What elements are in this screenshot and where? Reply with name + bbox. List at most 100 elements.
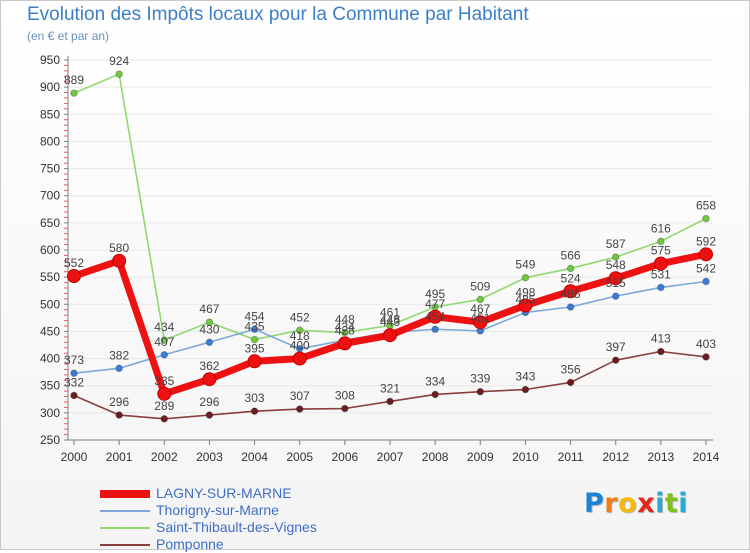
data-label-pomponne-2013: 413: [651, 332, 671, 346]
chart-title: Evolution des Impôts locaux pour la Comm…: [27, 4, 529, 25]
data-label-lagny-sur-marne-2006: 428: [335, 323, 355, 337]
data-point-lagny-sur-marne-2004: [247, 354, 262, 369]
data-label-thorigny-sur-marne-2006: 434: [335, 320, 355, 334]
data-label-lagny-sur-marne-2000: 552: [64, 256, 84, 270]
x-tick-label-2001: 2001: [106, 450, 133, 464]
data-label-pomponne-2006: 308: [335, 389, 355, 403]
data-point-thorigny-sur-marne-2002: [160, 350, 169, 359]
data-point-saint-thibault-des-vignes-2006: [341, 328, 349, 337]
data-label-saint-thibault-des-vignes-2013: 616: [651, 221, 671, 235]
data-point-lagny-sur-marne-2002: [157, 386, 172, 401]
data-label-thorigny-sur-marne-2013: 531: [651, 267, 671, 281]
data-label-thorigny-sur-marne-2000: 373: [64, 353, 84, 367]
x-tick-label-2005: 2005: [286, 450, 313, 464]
data-point-pomponne-2003: [205, 411, 214, 419]
data-label-saint-thibault-des-vignes-2000: 889: [64, 73, 84, 87]
data-label-thorigny-sur-marne-2002: 407: [154, 335, 174, 349]
data-label-lagny-sur-marne-2005: 400: [290, 339, 310, 353]
x-tick-label-2013: 2013: [648, 450, 675, 464]
data-point-lagny-sur-marne-2008: [428, 309, 443, 324]
data-point-saint-thibault-des-vignes-2004: [250, 335, 259, 344]
data-label-saint-thibault-des-vignes-2001: 924: [109, 54, 129, 68]
x-tick-label-2008: 2008: [422, 450, 449, 464]
y-tick-label-750: 750: [40, 162, 60, 176]
data-label-lagny-sur-marne-2007: 443: [380, 315, 400, 329]
data-label-saint-thibault-des-vignes-2009: 509: [470, 279, 490, 293]
logo-letter: x: [637, 488, 656, 519]
data-label-lagny-sur-marne-2013: 575: [651, 244, 671, 258]
data-label-pomponne-2010: 343: [515, 370, 535, 384]
legend-swatch-saint-thibault: [100, 526, 150, 529]
data-point-saint-thibault-des-vignes-2001: [115, 70, 123, 78]
data-label-pomponne-2012: 397: [606, 340, 626, 354]
data-label-pomponne-2005: 307: [290, 389, 310, 403]
data-point-saint-thibault-des-vignes-2010: [521, 273, 530, 282]
data-label-pomponne-2001: 296: [109, 395, 129, 409]
y-tick-label-400: 400: [40, 352, 60, 366]
data-point-pomponne-2012: [611, 356, 620, 365]
data-label-lagny-sur-marne-2012: 548: [606, 258, 626, 272]
legend-swatch-pomponne: [100, 543, 150, 546]
x-tick-label-2004: 2004: [241, 450, 268, 464]
y-tick-label-450: 450: [40, 324, 60, 338]
data-point-thorigny-sur-marne-2012: [611, 292, 620, 300]
data-label-thorigny-sur-marne-2014: 542: [696, 261, 716, 275]
proxiti-logo: Proxiti: [584, 488, 688, 519]
data-label-saint-thibault-des-vignes-2007: 461: [380, 305, 400, 319]
data-point-lagny-sur-marne-2013: [653, 256, 668, 271]
data-point-pomponne-2013: [657, 347, 665, 356]
legend-label-thorigny: Thorigny-sur-Marne: [156, 502, 279, 518]
data-point-saint-thibault-des-vignes-2000: [70, 89, 78, 97]
data-label-saint-thibault-des-vignes-2014: 658: [696, 199, 716, 213]
data-label-thorigny-sur-marne-2009: 451: [470, 311, 490, 325]
y-tick-label-900: 900: [40, 80, 60, 94]
data-point-saint-thibault-des-vignes-2009: [476, 295, 485, 304]
data-point-lagny-sur-marne-2003: [202, 372, 217, 387]
logo-letter: P: [584, 488, 605, 519]
logo-letter: i: [678, 488, 689, 519]
data-label-lagny-sur-marne-2004: 395: [245, 341, 265, 355]
data-point-saint-thibault-des-vignes-2005: [295, 326, 304, 335]
y-tick-label-250: 250: [40, 433, 60, 447]
data-point-pomponne-2014: [702, 353, 710, 361]
data-label-lagny-sur-marne-2003: 362: [199, 359, 219, 373]
data-point-saint-thibault-des-vignes-2003: [205, 318, 214, 327]
data-label-saint-thibault-des-vignes-2004: 435: [245, 320, 265, 334]
data-point-lagny-sur-marne-2001: [112, 253, 127, 268]
x-tick-label-2009: 2009: [467, 450, 494, 464]
data-point-pomponne-2005: [295, 405, 304, 413]
data-label-lagny-sur-marne-2008: 477: [425, 297, 445, 311]
x-tick-label-2011: 2011: [558, 450, 584, 464]
data-point-thorigny-sur-marne-2000: [70, 369, 78, 378]
data-point-thorigny-sur-marne-2014: [702, 277, 710, 286]
data-point-pomponne-2007: [386, 397, 394, 406]
data-point-pomponne-2004: [250, 407, 259, 416]
y-tick-label-350: 350: [40, 379, 60, 393]
data-point-saint-thibault-des-vignes-2013: [657, 237, 665, 246]
y-tick-label-300: 300: [40, 406, 60, 420]
data-point-saint-thibault-des-vignes-2014: [702, 214, 710, 223]
data-label-lagny-sur-marne-2002: 335: [154, 374, 174, 388]
legend-label-pomponne: Pomponne: [156, 536, 224, 552]
data-point-lagny-sur-marne-2000: [67, 269, 81, 284]
y-tick-label-600: 600: [40, 243, 60, 257]
x-tick-label-2002: 2002: [151, 450, 178, 464]
data-label-saint-thibault-des-vignes-2011: 566: [561, 248, 581, 262]
data-point-pomponne-2008: [431, 390, 439, 399]
data-label-thorigny-sur-marne-2008: 454: [425, 309, 445, 323]
data-label-saint-thibault-des-vignes-2006: 448: [335, 313, 355, 327]
data-point-saint-thibault-des-vignes-2002: [160, 336, 169, 344]
data-label-pomponne-2004: 303: [245, 391, 265, 405]
data-label-lagny-sur-marne-2009: 467: [470, 302, 490, 316]
data-point-lagny-sur-marne-2007: [383, 328, 397, 343]
data-label-lagny-sur-marne-2010: 498: [515, 285, 535, 299]
y-tick-label-800: 800: [40, 134, 60, 148]
data-label-pomponne-2008: 334: [425, 374, 445, 388]
data-point-thorigny-sur-marne-2001: [115, 364, 123, 373]
x-tick-label-2014: 2014: [693, 450, 720, 464]
data-label-thorigny-sur-marne-2003: 430: [199, 322, 219, 336]
data-label-lagny-sur-marne-2011: 524: [561, 271, 581, 285]
logo-letter: r: [604, 488, 619, 519]
x-tick-label-2000: 2000: [61, 450, 88, 464]
data-label-pomponne-2009: 339: [470, 372, 490, 386]
